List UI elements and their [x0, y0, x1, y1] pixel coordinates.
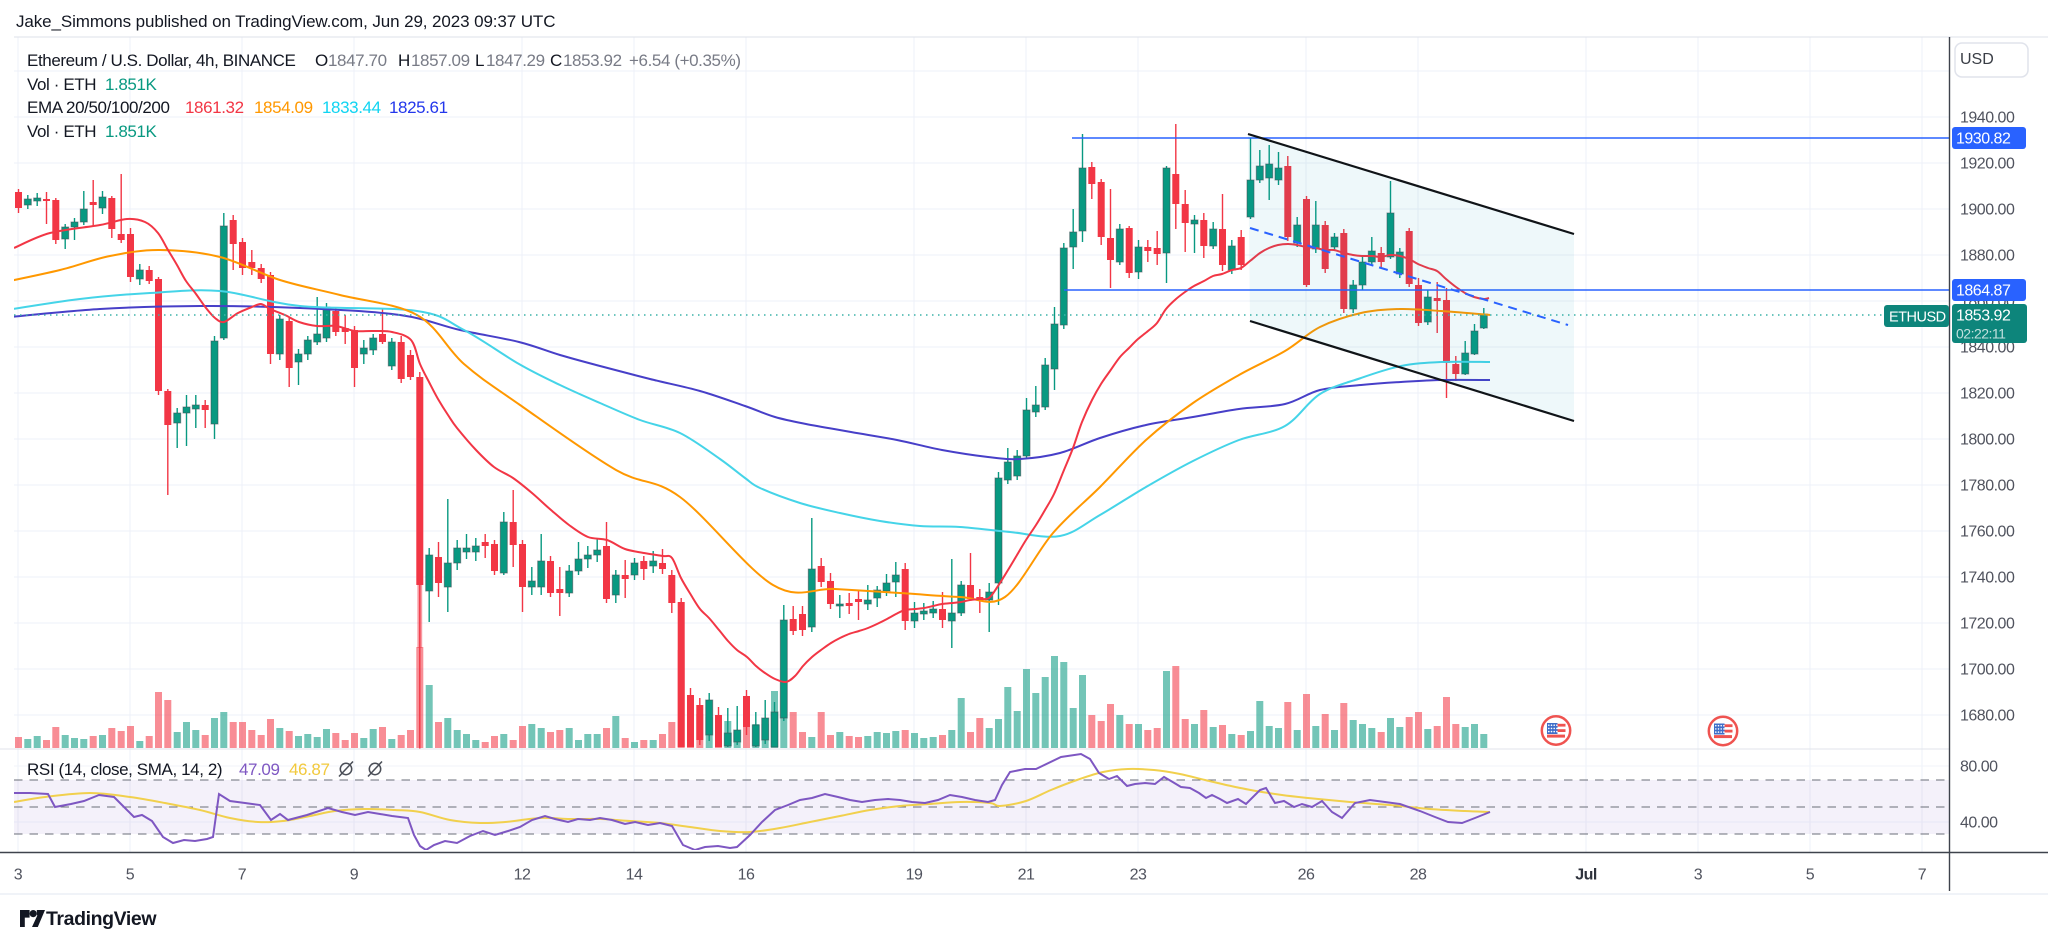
svg-text:+6.54 (+0.35%): +6.54 (+0.35%) — [629, 51, 741, 70]
svg-text:1825.61: 1825.61 — [389, 98, 448, 117]
svg-text:Vol · ETH: Vol · ETH — [27, 122, 96, 141]
svg-text:Jake_Simmons published on Trad: Jake_Simmons published on TradingView.co… — [16, 12, 555, 31]
svg-text:5: 5 — [126, 867, 135, 884]
svg-text:1780.00: 1780.00 — [1960, 478, 2015, 495]
svg-text:1840.00: 1840.00 — [1960, 340, 2015, 357]
svg-text:Ethereum / U.S. Dollar, 4h, BI: Ethereum / U.S. Dollar, 4h, BINANCE — [27, 51, 296, 70]
svg-text:O: O — [315, 51, 328, 70]
svg-text:47.09: 47.09 — [239, 760, 280, 779]
svg-text:EMA 20/50/100/200: EMA 20/50/100/200 — [27, 98, 170, 117]
svg-text:1864.87: 1864.87 — [1956, 283, 2011, 300]
svg-text:23: 23 — [1130, 867, 1147, 884]
svg-text:26: 26 — [1298, 867, 1315, 884]
svg-text:19: 19 — [906, 867, 923, 884]
svg-text:H: H — [398, 51, 410, 70]
svg-text:02:22:11: 02:22:11 — [1956, 326, 2006, 342]
svg-text:L: L — [475, 51, 484, 70]
svg-text:5: 5 — [1806, 867, 1815, 884]
svg-text:16: 16 — [738, 867, 755, 884]
svg-text:1857.09: 1857.09 — [411, 51, 470, 70]
svg-text:1820.00: 1820.00 — [1960, 386, 2015, 403]
svg-text:1.851K: 1.851K — [105, 122, 158, 141]
svg-text:RSI (14, close, SMA, 14, 2): RSI (14, close, SMA, 14, 2) — [27, 760, 222, 779]
svg-text:Jul: Jul — [1575, 867, 1597, 884]
svg-text:1920.00: 1920.00 — [1960, 156, 2015, 173]
svg-text:40.00: 40.00 — [1960, 815, 1998, 832]
svg-text:14: 14 — [626, 867, 643, 884]
svg-text:1680.00: 1680.00 — [1960, 708, 2015, 725]
svg-text:21: 21 — [1018, 867, 1035, 884]
svg-text:C: C — [550, 51, 562, 70]
svg-text:1854.09: 1854.09 — [254, 98, 313, 117]
svg-text:3: 3 — [14, 867, 23, 884]
svg-text:1847.70: 1847.70 — [328, 51, 387, 70]
svg-text:7: 7 — [238, 867, 247, 884]
svg-text:1940.00: 1940.00 — [1960, 110, 2015, 127]
svg-text:1861.32: 1861.32 — [185, 98, 244, 117]
svg-text:Vol · ETH: Vol · ETH — [27, 75, 96, 94]
svg-text:USD: USD — [1960, 51, 1994, 68]
svg-text:1.851K: 1.851K — [105, 75, 158, 94]
svg-text:1853.92: 1853.92 — [563, 51, 622, 70]
svg-text:1700.00: 1700.00 — [1960, 662, 2015, 679]
svg-text:80.00: 80.00 — [1960, 759, 1998, 776]
svg-text:3: 3 — [1694, 867, 1703, 884]
svg-text:1833.44: 1833.44 — [322, 98, 381, 117]
svg-text:1740.00: 1740.00 — [1960, 570, 2015, 587]
svg-text:46.87: 46.87 — [289, 760, 330, 779]
svg-text:28: 28 — [1410, 867, 1427, 884]
svg-text:1800.00: 1800.00 — [1960, 432, 2015, 449]
svg-text:ETHUSD: ETHUSD — [1889, 310, 1946, 326]
svg-text:1853.92: 1853.92 — [1956, 308, 2011, 325]
svg-text:1880.00: 1880.00 — [1960, 248, 2015, 265]
svg-text:1847.29: 1847.29 — [486, 51, 545, 70]
svg-text:1720.00: 1720.00 — [1960, 616, 2015, 633]
svg-text:9: 9 — [350, 867, 359, 884]
svg-text:12: 12 — [514, 867, 531, 884]
svg-text:1930.82: 1930.82 — [1956, 131, 2011, 148]
svg-text:7: 7 — [1918, 867, 1927, 884]
svg-text:1900.00: 1900.00 — [1960, 202, 2015, 219]
svg-text:1760.00: 1760.00 — [1960, 524, 2015, 541]
svg-text:TradingView: TradingView — [46, 908, 157, 930]
